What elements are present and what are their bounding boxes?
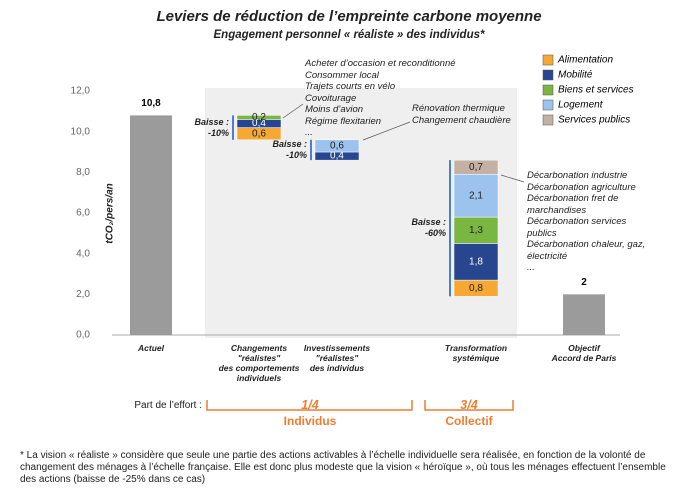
value-label: 0,8 [469,283,483,294]
drop-label: Baisse : -10% [194,116,229,138]
bar-segment [453,216,499,244]
x-tick-label: Changements "réalistes" des comportement… [218,343,300,383]
effort-bracket [206,400,413,411]
bar [563,294,605,335]
action-list: Décarbonation industrie Décarbonation ag… [527,170,646,273]
y-tick-label: 10,0 [71,126,91,137]
y-tick-label: 6,0 [76,208,90,219]
value-label: 1,8 [469,256,483,267]
value-label: 1,3 [469,225,483,236]
effort-share: 3/4 [460,398,478,412]
bar [130,115,172,336]
footnote: * La vision « réaliste » considère que s… [20,450,666,485]
legend-label: Logement [558,100,604,111]
x-tick-label: Objectif Accord de Paris [551,343,617,363]
value-label: 0,6 [330,141,344,152]
value-label: 0,7 [469,162,483,173]
value-label: 0,6 [252,128,266,139]
y-tick-label: 8,0 [76,167,90,178]
drop-label: Baisse : -10% [272,138,307,160]
action-list: Acheter d’occasion et reconditionné Cons… [305,58,456,138]
value-label: 0,2 [252,112,266,123]
action-list: Rénovation thermique Changement chaudièr… [412,103,511,126]
chart-title: Leviers de réduction de l’empreinte carb… [156,8,542,25]
y-tick-label: 0,0 [76,330,90,341]
y-tick-label: 4,0 [76,248,90,259]
drop-label: Baisse : -60% [411,217,446,239]
y-tick-label: 12,0 [71,86,91,97]
connector [362,121,411,141]
x-tick-label: Investissements "réalistes" des individu… [303,343,371,373]
legend-swatch [542,99,554,111]
connector [282,103,304,119]
y-tick-label: 2,0 [76,289,90,300]
effort-share: 1/4 [301,398,319,412]
effort-name: Individus [283,414,337,428]
bar-segment [453,243,499,281]
effort-label: Part de l’effort : [134,400,202,411]
legend-label: Services publics [558,115,630,126]
chart-subtitle: Engagement personnel « réaliste » des in… [213,29,485,41]
effort-name: Collectif [445,414,493,428]
value-label: 2 [581,277,587,288]
bar-segment [314,139,360,153]
legend-swatch [542,84,554,96]
legend-swatch [542,54,554,66]
value-label: 0,4 [330,151,344,162]
bar-segment [453,159,499,175]
legend-label: Biens et services [558,85,634,96]
bar-segment [236,115,282,120]
value-label: 2,1 [469,190,483,201]
legend-swatch [542,69,554,81]
x-tick-label: Actuel [138,343,164,353]
x-tick-label: Transformation systémique [444,343,508,363]
value-label: 10,8 [141,98,161,109]
legend-label: Alimentation [557,55,613,66]
value-label: 0,4 [252,118,266,129]
effort-bracket [424,400,514,411]
bar-segment [453,174,499,218]
y-axis-title: tCO₂/pers/an [104,183,116,244]
legend-swatch [542,114,554,126]
connector [500,174,525,183]
legend-label: Mobilité [558,70,593,81]
